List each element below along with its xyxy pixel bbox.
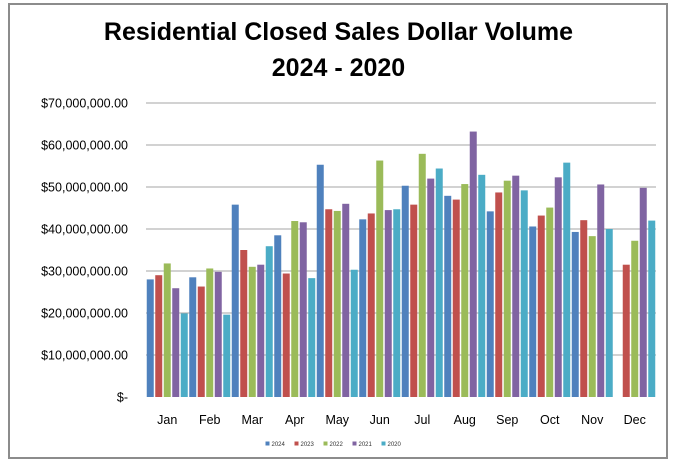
bar xyxy=(529,226,537,397)
bar xyxy=(291,221,299,397)
bar xyxy=(503,180,511,397)
bar xyxy=(231,204,239,397)
legend-swatch xyxy=(294,441,299,446)
x-tick-label: Oct xyxy=(540,413,560,427)
legend-label: 2021 xyxy=(359,442,373,448)
bar xyxy=(172,288,180,397)
bar xyxy=(240,250,248,397)
bar xyxy=(350,269,358,397)
bar xyxy=(639,187,647,397)
x-tick-label: Aug xyxy=(454,413,476,427)
bar xyxy=(265,246,273,397)
x-tick-label: Jan xyxy=(157,413,177,427)
bar xyxy=(444,195,452,397)
bar xyxy=(580,220,588,397)
x-tick-label: Jun xyxy=(370,413,390,427)
y-tick-label: $30,000,000.00 xyxy=(41,265,128,279)
legend-label: 2022 xyxy=(330,442,344,448)
bar xyxy=(452,199,460,397)
bar xyxy=(410,204,418,397)
x-tick-label: Jul xyxy=(414,413,430,427)
bar xyxy=(393,209,401,397)
bar xyxy=(401,185,409,397)
bar xyxy=(299,222,307,397)
bar xyxy=(257,264,265,397)
y-tick-label: $60,000,000.00 xyxy=(41,139,128,153)
bar xyxy=(512,175,520,397)
bar xyxy=(571,231,579,397)
bar xyxy=(308,278,316,397)
chart-subtitle: 2024 - 2020 xyxy=(271,54,406,82)
x-tick-label: Nov xyxy=(581,413,604,427)
bar xyxy=(189,277,197,397)
bar xyxy=(214,271,222,397)
bar xyxy=(146,279,154,397)
legend-swatch xyxy=(323,441,328,446)
x-axis-ticks: Jan Feb Mar Apr May Jun Jul Aug Sep Oct Nov Dec xyxy=(157,413,646,427)
bar xyxy=(631,240,639,397)
legend-label: 2020 xyxy=(388,442,402,448)
bar xyxy=(316,164,324,397)
y-tick-label: $- xyxy=(117,391,128,405)
bar xyxy=(520,190,528,397)
bar xyxy=(588,236,596,397)
bar xyxy=(427,178,435,397)
bar xyxy=(418,153,426,397)
y-tick-label: $20,000,000.00 xyxy=(41,307,128,321)
legend-label: 2023 xyxy=(301,442,315,448)
bar xyxy=(648,220,656,397)
bar xyxy=(359,219,367,397)
bar xyxy=(155,275,163,397)
bar xyxy=(554,177,562,397)
gridlines xyxy=(146,102,656,356)
x-tick-label: Sep xyxy=(496,413,518,427)
bar xyxy=(546,207,554,397)
bar xyxy=(282,273,290,397)
legend-label: 2024 xyxy=(272,442,286,448)
bar xyxy=(333,210,341,397)
bar xyxy=(537,215,545,397)
bar xyxy=(163,263,171,397)
bar xyxy=(469,131,477,397)
legend: 2024 2023 2022 2021 2020 xyxy=(265,441,402,448)
bar xyxy=(597,184,605,397)
x-tick-label: May xyxy=(325,413,349,427)
x-tick-label: Mar xyxy=(241,413,263,427)
bar xyxy=(248,266,256,397)
chart-title: Residential Closed Sales Dollar Volume xyxy=(103,18,574,46)
x-tick-label: Dec xyxy=(624,413,646,427)
bar xyxy=(605,229,613,397)
bar xyxy=(384,210,392,397)
legend-swatch xyxy=(381,441,386,446)
bar xyxy=(461,184,469,397)
bar xyxy=(325,209,333,397)
bar xyxy=(206,268,214,397)
bar xyxy=(435,168,443,397)
bar xyxy=(274,235,282,397)
bar xyxy=(367,213,375,397)
y-tick-label: $10,000,000.00 xyxy=(41,349,128,363)
bar xyxy=(495,192,503,397)
bar xyxy=(563,162,571,397)
legend-swatch xyxy=(265,441,270,446)
bar xyxy=(342,203,350,397)
bar xyxy=(223,314,231,397)
bars xyxy=(146,131,656,397)
bar xyxy=(486,211,494,397)
legend-swatch xyxy=(352,441,357,446)
y-tick-label: $70,000,000.00 xyxy=(41,97,128,111)
bar xyxy=(180,313,188,397)
y-axis-ticks: $- $10,000,000.00 $20,000,000.00 $30,000,00… xyxy=(41,97,128,405)
bar xyxy=(478,174,486,397)
x-tick-label: Apr xyxy=(285,413,304,427)
y-tick-label: $40,000,000.00 xyxy=(41,223,128,237)
y-tick-label: $50,000,000.00 xyxy=(41,181,128,195)
bar xyxy=(376,160,384,397)
bar xyxy=(197,286,205,397)
x-tick-label: Feb xyxy=(199,413,221,427)
bar xyxy=(622,264,630,397)
